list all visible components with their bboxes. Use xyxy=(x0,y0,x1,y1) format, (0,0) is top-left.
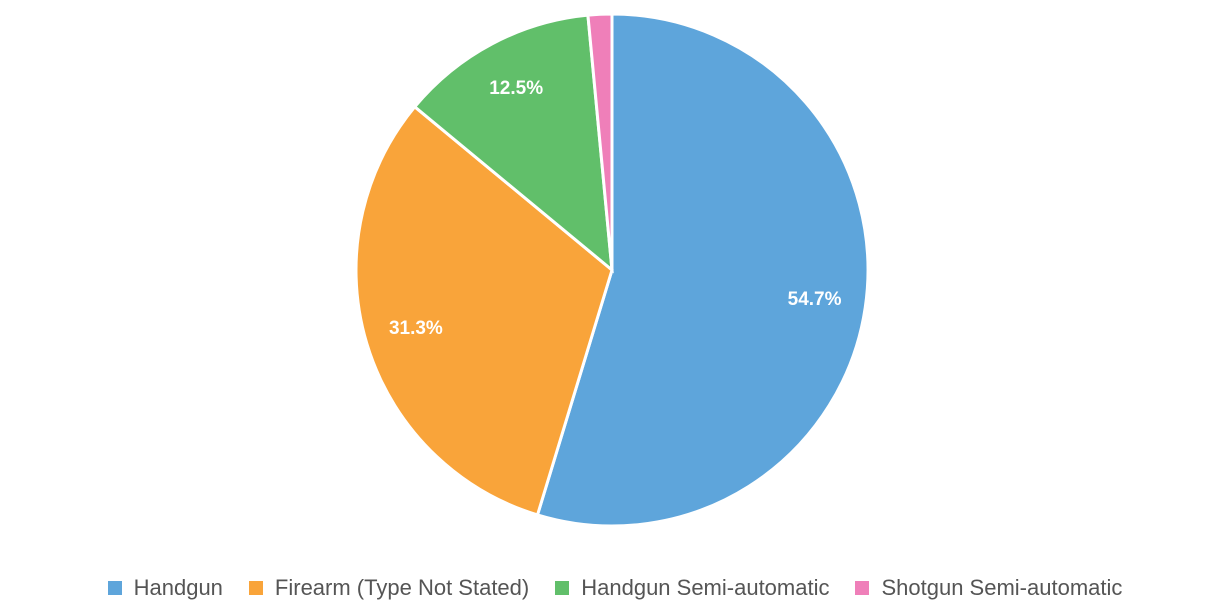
pie-slice xyxy=(412,13,614,274)
legend-item[interactable]: Handgun xyxy=(107,575,223,601)
legend-swatch xyxy=(248,581,263,595)
legend-item[interactable]: Shotgun Semi-automatic xyxy=(855,575,1122,601)
legend: Handgun Firearm (Type Not Stated) Handgun … xyxy=(0,570,1230,606)
pie-slice xyxy=(535,12,870,528)
legend-swatch xyxy=(855,581,870,595)
slice-label: 31.3% xyxy=(389,318,443,339)
legend-item[interactable]: Firearm (Type Not Stated) xyxy=(248,575,530,601)
slice-label: 12.5% xyxy=(489,78,543,99)
legend-label: Handgun Semi-automatic xyxy=(581,575,830,600)
legend-item[interactable]: Handgun Semi-automatic xyxy=(555,575,829,601)
legend-label: Handgun xyxy=(133,575,223,600)
chart: 54.7% 31.3% 12.5% xyxy=(354,12,870,528)
legend-swatch xyxy=(107,581,122,595)
slice-label: 54.7% xyxy=(788,289,842,310)
legend-label: Shotgun Semi-automatic xyxy=(881,575,1123,600)
pie-slice xyxy=(354,104,614,517)
legend-label: Firearm (Type Not Stated) xyxy=(274,575,530,600)
pie-slice xyxy=(586,12,614,271)
legend-swatch xyxy=(555,581,570,595)
